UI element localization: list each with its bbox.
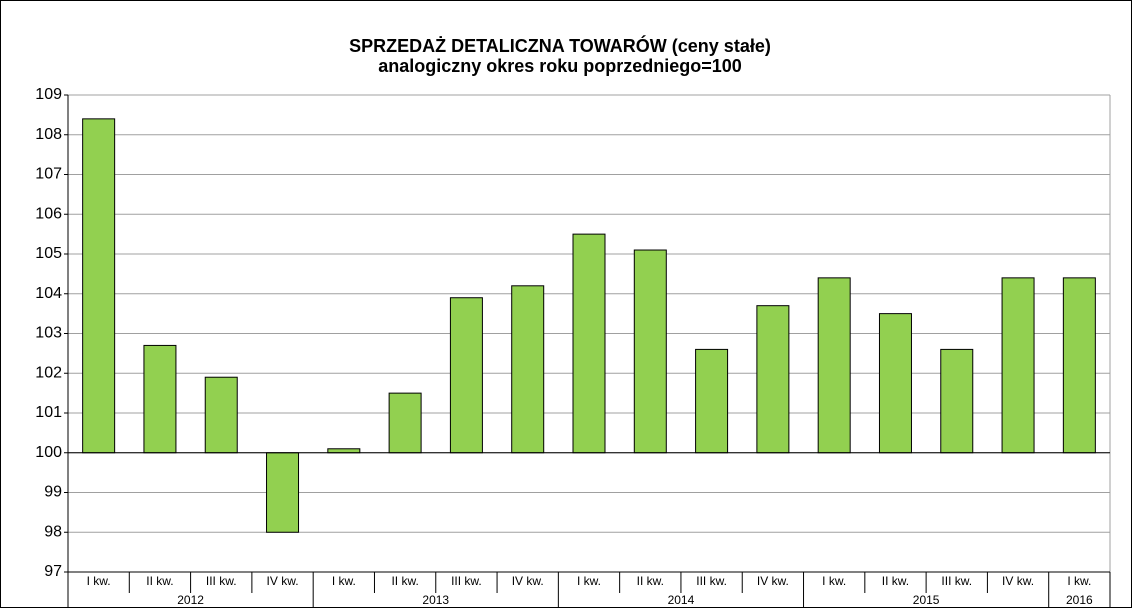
y-tick-label: 109: [35, 86, 62, 103]
bar: [695, 348, 729, 454]
x-tick-label: III kw.: [206, 574, 237, 588]
bar: [1001, 277, 1035, 454]
x-tick-label: IV kw.: [267, 574, 299, 588]
bar: [143, 344, 177, 454]
x-tick-label: I kw.: [332, 574, 356, 588]
x-tick-label: III kw.: [941, 574, 972, 588]
x-tick-label: II kw.: [391, 574, 418, 588]
year-label: 2013: [422, 593, 449, 607]
y-tick-label: 99: [44, 484, 62, 501]
bar: [756, 305, 790, 454]
year-label: 2016: [1066, 593, 1093, 607]
y-tick-label: 106: [35, 205, 62, 222]
y-tick-label: 104: [35, 285, 62, 302]
x-tick-label: I kw.: [1067, 574, 1091, 588]
y-tick-label: 108: [35, 126, 62, 143]
bar: [449, 297, 483, 454]
x-tick-label: II kw.: [882, 574, 909, 588]
y-tick-label: 98: [44, 523, 62, 540]
chart-subtitle: analogiczny okres roku poprzedniego=100: [378, 56, 742, 76]
bar: [266, 452, 300, 533]
bar: [572, 233, 606, 454]
y-tick-label: 101: [35, 404, 62, 421]
bar: [817, 277, 851, 454]
y-tick-label: 100: [35, 444, 62, 461]
x-tick-label: IV kw.: [757, 574, 789, 588]
x-tick-label: III kw.: [696, 574, 727, 588]
x-tick-label: I kw.: [822, 574, 846, 588]
bar: [878, 313, 912, 454]
bar: [388, 392, 422, 454]
bar: [82, 118, 116, 454]
y-tick-label: 105: [35, 245, 62, 262]
x-tick-label: II kw.: [637, 574, 664, 588]
y-tick-label: 103: [35, 325, 62, 342]
x-tick-label: I kw.: [577, 574, 601, 588]
x-tick-label: I kw.: [87, 574, 111, 588]
year-label: 2014: [668, 593, 695, 607]
bar: [1062, 277, 1096, 454]
chart-title: SPRZEDAŻ DETALICZNA TOWARÓW (ceny stałe): [349, 35, 771, 56]
year-label: 2015: [913, 593, 940, 607]
x-tick-label: IV kw.: [1002, 574, 1034, 588]
y-tick-label: 102: [35, 364, 62, 381]
x-tick-label: III kw.: [451, 574, 482, 588]
x-tick-label: IV kw.: [512, 574, 544, 588]
y-tick-label: 107: [35, 166, 62, 183]
bar: [204, 376, 238, 454]
x-tick-label: II kw.: [146, 574, 173, 588]
bar: [511, 285, 545, 454]
bar: [633, 249, 667, 454]
bar: [940, 348, 974, 454]
bar: [327, 448, 361, 454]
y-tick-label: 97: [44, 563, 62, 580]
year-label: 2012: [177, 593, 204, 607]
